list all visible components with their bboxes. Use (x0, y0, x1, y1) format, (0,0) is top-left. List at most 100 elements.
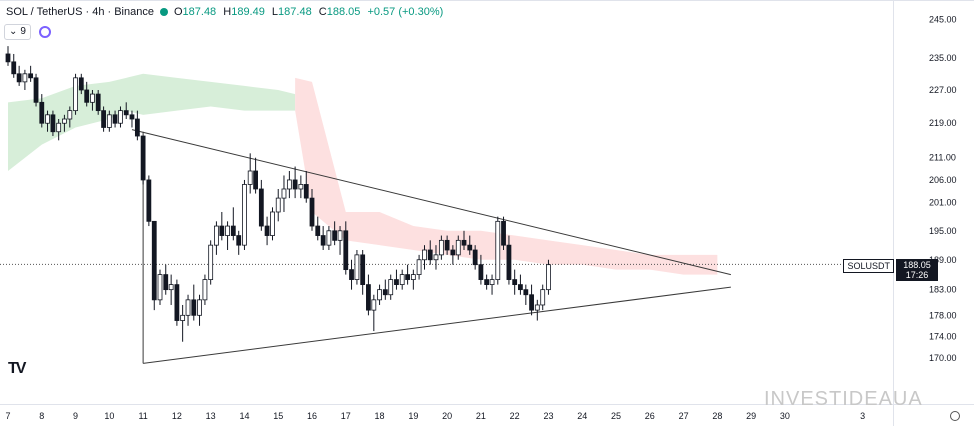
candle-body-93 (529, 294, 534, 311)
x-tick-label-2: 9 (73, 411, 78, 421)
symbol-title[interactable]: SOL / TetherUS · 4h · Binance (6, 6, 154, 18)
y-tick-label-1: 235.00 (929, 53, 957, 63)
candle-body-80 (455, 239, 461, 256)
candle-body-72 (410, 274, 416, 280)
candle-body-39 (225, 225, 230, 236)
candle-body-76 (433, 254, 439, 261)
candle-body-89 (506, 244, 512, 280)
candle-body-16 (95, 93, 101, 112)
indicator-toggle[interactable]: ⌄ 9 (4, 24, 31, 40)
candle-body-68 (388, 279, 394, 296)
candle-body-37 (214, 225, 219, 246)
indicator-value: 9 (20, 26, 26, 37)
candle-body-42 (242, 184, 247, 246)
candle-body-36 (208, 244, 214, 280)
y-tick-label-5: 206.00 (929, 175, 957, 185)
candle-body-84 (478, 264, 484, 280)
candle-body-10 (62, 118, 67, 124)
y-tick-label-4: 211.00 (929, 153, 956, 163)
candle-body-8 (50, 114, 56, 133)
x-tick-label-4: 11 (138, 411, 147, 421)
candle-body-19 (112, 114, 118, 124)
candle-body-79 (450, 249, 456, 256)
candle-body-85 (484, 279, 490, 286)
candle-body-48 (275, 197, 281, 213)
candle-body-11 (67, 110, 73, 120)
candle-body-75 (427, 249, 433, 261)
candle-body-27 (157, 274, 163, 301)
candle-body-35 (202, 279, 208, 301)
candle-body-5 (33, 77, 39, 103)
candle-body-1 (11, 61, 17, 75)
candle-body-14 (84, 89, 90, 103)
candle-body-43 (247, 170, 253, 185)
candle-body-25 (146, 179, 152, 222)
candle-body-73 (416, 259, 422, 275)
y-tick-label-6: 201.00 (929, 198, 957, 208)
candle-body-15 (90, 93, 95, 103)
candle-body-90 (512, 279, 518, 286)
candle-body-18 (106, 114, 112, 128)
x-tick-label-3: 10 (104, 411, 114, 421)
candle-body-62 (354, 254, 360, 280)
gear-icon[interactable] (950, 411, 960, 421)
candle-body-51 (292, 179, 298, 190)
candle-body-44 (253, 170, 258, 190)
candle-body-61 (349, 269, 354, 280)
candle-body-30 (174, 284, 180, 321)
candle-body-58 (332, 230, 338, 241)
settings-ring-icon[interactable] (38, 26, 51, 38)
candle-body-32 (185, 299, 191, 316)
candle-body-45 (258, 188, 264, 227)
candle-body-49 (281, 188, 287, 199)
x-tick-label-24: 3 (860, 411, 865, 421)
price-tag-price: 188.05 (903, 260, 931, 270)
x-tick-label-10: 17 (341, 411, 351, 421)
candle-body-13 (78, 77, 84, 91)
candle-body-83 (472, 249, 478, 266)
candle-body-60 (343, 230, 349, 271)
candle-body-81 (461, 239, 467, 246)
candle-body-38 (219, 225, 225, 236)
candle-body-2 (16, 73, 22, 83)
y-tick-label-0: 245.00 (929, 14, 957, 24)
current-price-tag: SOLUSDT 188.05 17:26 (843, 259, 938, 281)
ichimoku-cloud-bull (8, 73, 296, 171)
ohlc-values: O187.48 H189.49 L187.48 C188.05 +0.57 (+… (173, 6, 444, 18)
x-tick-label-22: 29 (746, 411, 756, 421)
candle-body-52 (298, 184, 304, 190)
candle-body-78 (444, 239, 450, 251)
candle-body-86 (489, 279, 495, 286)
candle-body-69 (394, 279, 399, 286)
watermark: INVESTIDEAUA (764, 388, 923, 410)
x-tick-label-11: 18 (375, 411, 385, 421)
x-tick-label-1: 8 (39, 411, 44, 421)
x-tick-label-16: 23 (543, 411, 553, 421)
y-tick-label-7: 195.00 (929, 226, 957, 236)
y-tick-label-8: 189.00 (929, 255, 957, 265)
y-tick-label-2: 227.00 (929, 85, 957, 95)
candle-body-21 (123, 110, 129, 116)
candle-body-4 (28, 73, 34, 79)
candle-body-31 (180, 314, 186, 321)
x-tick-label-13: 20 (442, 411, 452, 421)
candle-body-94 (534, 304, 540, 311)
candle-body-59 (337, 230, 343, 241)
y-tick-label-10: 178.00 (929, 310, 957, 320)
candle-body-91 (518, 284, 523, 291)
candle-body-65 (371, 299, 377, 311)
price-change: +0.57 (+0.30%) (367, 6, 444, 18)
price-tag-symbol: SOLUSDT (843, 259, 894, 273)
candle-body-74 (422, 249, 427, 261)
candle-body-70 (399, 274, 405, 286)
trendline-0 (131, 129, 731, 276)
market-open-dot (159, 8, 168, 16)
candle-body-50 (286, 179, 292, 190)
x-tick-label-0: 7 (5, 411, 10, 421)
candle-body-46 (264, 225, 270, 236)
y-tick-label-12: 170.00 (929, 353, 957, 363)
candle-body-12 (73, 77, 78, 112)
candle-body-64 (366, 284, 371, 311)
candle-body-87 (495, 220, 501, 280)
